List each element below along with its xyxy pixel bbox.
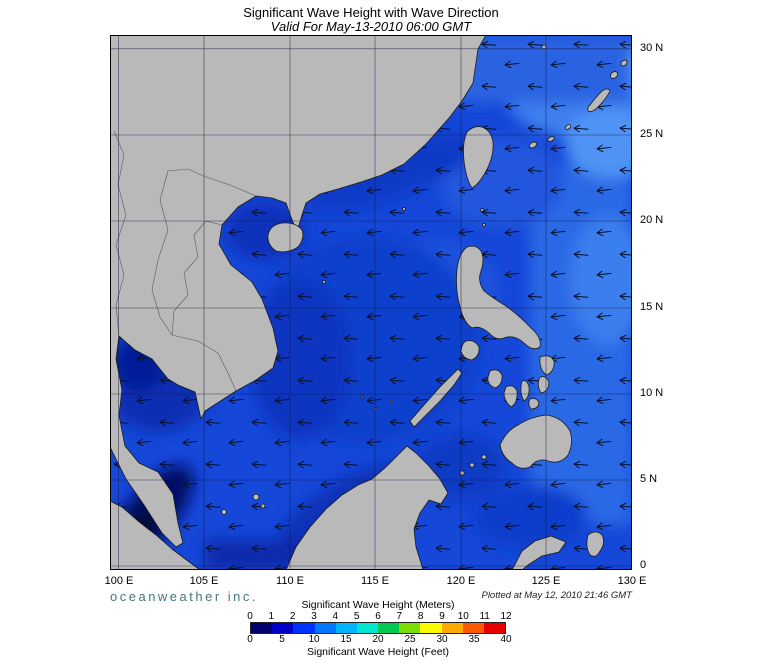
legend-color-segment: [441, 623, 463, 633]
island-batanes-2: [482, 223, 486, 227]
legend-meters-tick: 9: [439, 611, 445, 622]
island-sulawesi: [511, 535, 567, 570]
island-miyako: [547, 136, 555, 142]
island-anambas: [221, 509, 227, 515]
legend-feet-tick: 35: [468, 634, 480, 645]
legend-color-segment: [399, 623, 421, 633]
island-okinawa: [587, 88, 611, 112]
legend-meters-tick: 2: [289, 611, 296, 622]
legend-meters-tick: 7: [396, 611, 403, 622]
lon-label: 115 E: [361, 575, 389, 587]
lat-label: 30 N: [640, 42, 664, 54]
legend-meters-label: Significant Wave Height (Meters): [301, 599, 455, 611]
island-pratas: [402, 207, 406, 211]
legend-meters-tick: 4: [332, 611, 339, 622]
island-samar: [539, 355, 555, 376]
island-sumatra: [110, 500, 201, 570]
lat-label: 10 N: [640, 387, 664, 399]
island-taiwan: [463, 126, 494, 189]
island-palawan: [409, 368, 463, 428]
legend-feet-tick: 15: [340, 634, 352, 645]
legend-meters-tick: 1: [268, 611, 275, 622]
legend-color-segment: [378, 623, 400, 633]
legend-feet-tick: 20: [372, 634, 384, 645]
legend-color-segment: [251, 623, 273, 633]
legend-color-segment: [314, 623, 336, 633]
legend-feet-tick: 5: [279, 634, 285, 645]
lat-label: 20 N: [640, 214, 664, 226]
legend-meters-tick: 3: [311, 611, 317, 622]
island-sulu-3: [481, 454, 487, 460]
lat-label: 15 N: [640, 301, 664, 313]
island-spratly-1: [360, 395, 364, 399]
island-cebu: [520, 380, 530, 402]
legend-feet-tick: 25: [404, 634, 416, 645]
island-batanes: [480, 208, 484, 212]
page-title: Significant Wave Height with Wave Direct…: [243, 5, 499, 20]
legend-color-segment: [420, 623, 442, 633]
island-mindoro: [460, 340, 480, 361]
island-halmahera: [586, 531, 604, 557]
lon-label: 110 E: [276, 575, 304, 587]
legend-meters-tick: 0: [247, 611, 253, 622]
lon-label: 105 E: [189, 575, 219, 587]
lat-label: 0: [640, 559, 647, 571]
island-ishigaki: [528, 141, 538, 149]
plotted-at-timestamp: Plotted at May 12, 2010 21:46 GMT: [481, 590, 632, 601]
legend-meters-tick: 6: [375, 611, 381, 622]
legend-color-segment: [293, 623, 315, 633]
lon-label: 100 E: [104, 575, 134, 587]
island-panay: [487, 369, 503, 389]
island-borneo: [285, 445, 449, 570]
legend-feet-tick: 0: [247, 634, 253, 645]
legend-feet-tick: 30: [436, 634, 448, 645]
island-sulu-2: [469, 462, 475, 468]
legend-feet-tick: 10: [308, 634, 320, 645]
legend-feet-tick: 40: [500, 634, 512, 645]
island-ryukyu-small: [564, 124, 572, 130]
legend-color-segment: [356, 623, 379, 633]
island-natuna: [252, 493, 260, 501]
legend-color-segment: [483, 623, 506, 633]
island-negros: [503, 385, 518, 408]
island-amami: [609, 71, 619, 79]
island-natuna-2: [260, 503, 266, 509]
island-mindanao: [499, 414, 572, 469]
legend-meters-tick: 8: [417, 611, 424, 622]
island-hainan: [267, 222, 304, 253]
graticule-layer: [110, 35, 632, 570]
lon-label: 125 E: [531, 575, 561, 587]
lat-label: 5 N: [640, 473, 658, 485]
legend-meters-tick: 10: [457, 611, 469, 622]
legend-meters-tick: 11: [479, 611, 490, 622]
island-ryukyu-north: [620, 59, 628, 67]
legend-color-segment: [462, 623, 484, 633]
legend-color-segment: [272, 623, 294, 633]
legend-meters-ticks: 0 1 2 3 4 5 6 7 8 9 10 11 12: [247, 611, 511, 622]
legend-feet-ticks: 0 5 10 15 20 25 30 35 40: [247, 634, 511, 645]
lon-label: 130 E: [617, 575, 647, 587]
legend-bar: [250, 622, 506, 634]
map-frame: [110, 35, 632, 570]
island-bohol: [528, 398, 540, 410]
map-canvas: [110, 35, 632, 570]
legend-feet-label: Significant Wave Height (Feet): [306, 646, 449, 658]
lat-label: 25 N: [640, 128, 664, 140]
oceanweather-logo-text: oceanweather inc.: [110, 589, 259, 604]
valid-time-subtitle: Valid For May-13-2010 06:00 GMT: [270, 19, 472, 34]
island-sulu-1: [459, 470, 465, 476]
legend-color-segment: [335, 623, 357, 633]
lon-label: 120 E: [446, 575, 476, 587]
legend-meters-tick: 5: [353, 611, 360, 622]
island-spratly-3: [390, 399, 394, 403]
legend-meters-tick: 12: [500, 611, 512, 622]
island-tokara: [541, 44, 547, 50]
island-paracel: [322, 280, 326, 284]
map-border: [110, 35, 632, 570]
